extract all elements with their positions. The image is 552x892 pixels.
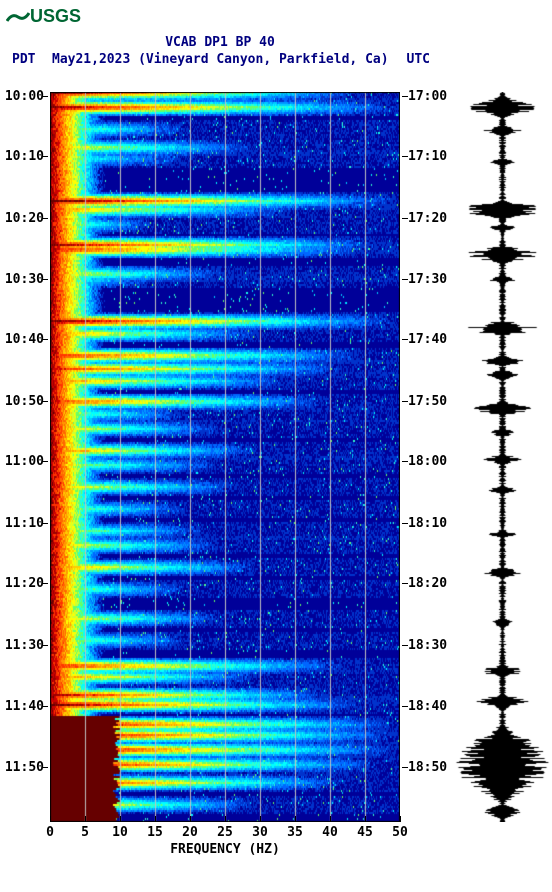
x-tick: 20 [182,825,198,840]
chart-title: VCAB DP1 BP 40 [0,35,440,50]
x-tick: 25 [217,825,233,840]
subtitle-text: May21,2023 (Vineyard Canyon, Parkfield, … [52,52,389,67]
y-axis-right: 17:00 17:10 17:20 17:30 17:40 17:50 18:00 18:10… [402,92,450,822]
y-tick-left: 10:40 [5,332,44,347]
x-tick: 30 [252,825,268,840]
y-tick-right: 18:50 [408,760,447,775]
x-axis-label: FREQUENCY (HZ) [50,842,400,857]
usgs-logo: USGS [6,6,81,27]
y-tick-right: 18:00 [408,454,447,469]
y-tick-right: 17:10 [408,149,447,164]
x-tick: 40 [322,825,338,840]
y-tick-right: 17:20 [408,211,447,226]
y-tick-left: 11:20 [5,576,44,591]
y-axis-left: 10:00 10:10 10:20 10:30 10:40 10:50 11:00 11:10… [0,92,48,822]
y-tick-right: 18:40 [408,699,447,714]
y-tick-left: 11:00 [5,454,44,469]
y-tick-right: 17:00 [408,89,447,104]
x-axis: FREQUENCY (HZ) 05101520253035404550 [50,822,400,862]
y-tick-right: 18:30 [408,638,447,653]
y-tick-left: 10:50 [5,394,44,409]
x-tick: 5 [81,825,89,840]
x-tick: 15 [147,825,163,840]
y-tick-left: 10:30 [5,272,44,287]
y-tick-left: 10:20 [5,211,44,226]
y-tick-right: 17:50 [408,394,447,409]
x-tick: 50 [392,825,408,840]
waveform-plot [455,92,550,822]
logo-text: USGS [30,6,81,26]
right-timezone-label: UTC [407,52,430,67]
y-tick-left: 11:10 [5,516,44,531]
left-timezone-label: PDT [12,52,35,67]
spectrogram-plot [50,92,400,822]
y-tick-right: 17:30 [408,272,447,287]
x-tick: 0 [46,825,54,840]
y-tick-left: 11:40 [5,699,44,714]
waveform-canvas [455,92,550,822]
y-tick-right: 18:20 [408,576,447,591]
x-tick: 45 [357,825,373,840]
x-tick: 35 [287,825,303,840]
y-tick-left: 11:50 [5,760,44,775]
x-tick: 10 [112,825,128,840]
spectrogram-canvas [50,92,400,822]
y-tick-right: 18:10 [408,516,447,531]
y-tick-left: 11:30 [5,638,44,653]
y-tick-left: 10:10 [5,149,44,164]
y-tick-right: 17:40 [408,332,447,347]
y-tick-left: 10:00 [5,89,44,104]
